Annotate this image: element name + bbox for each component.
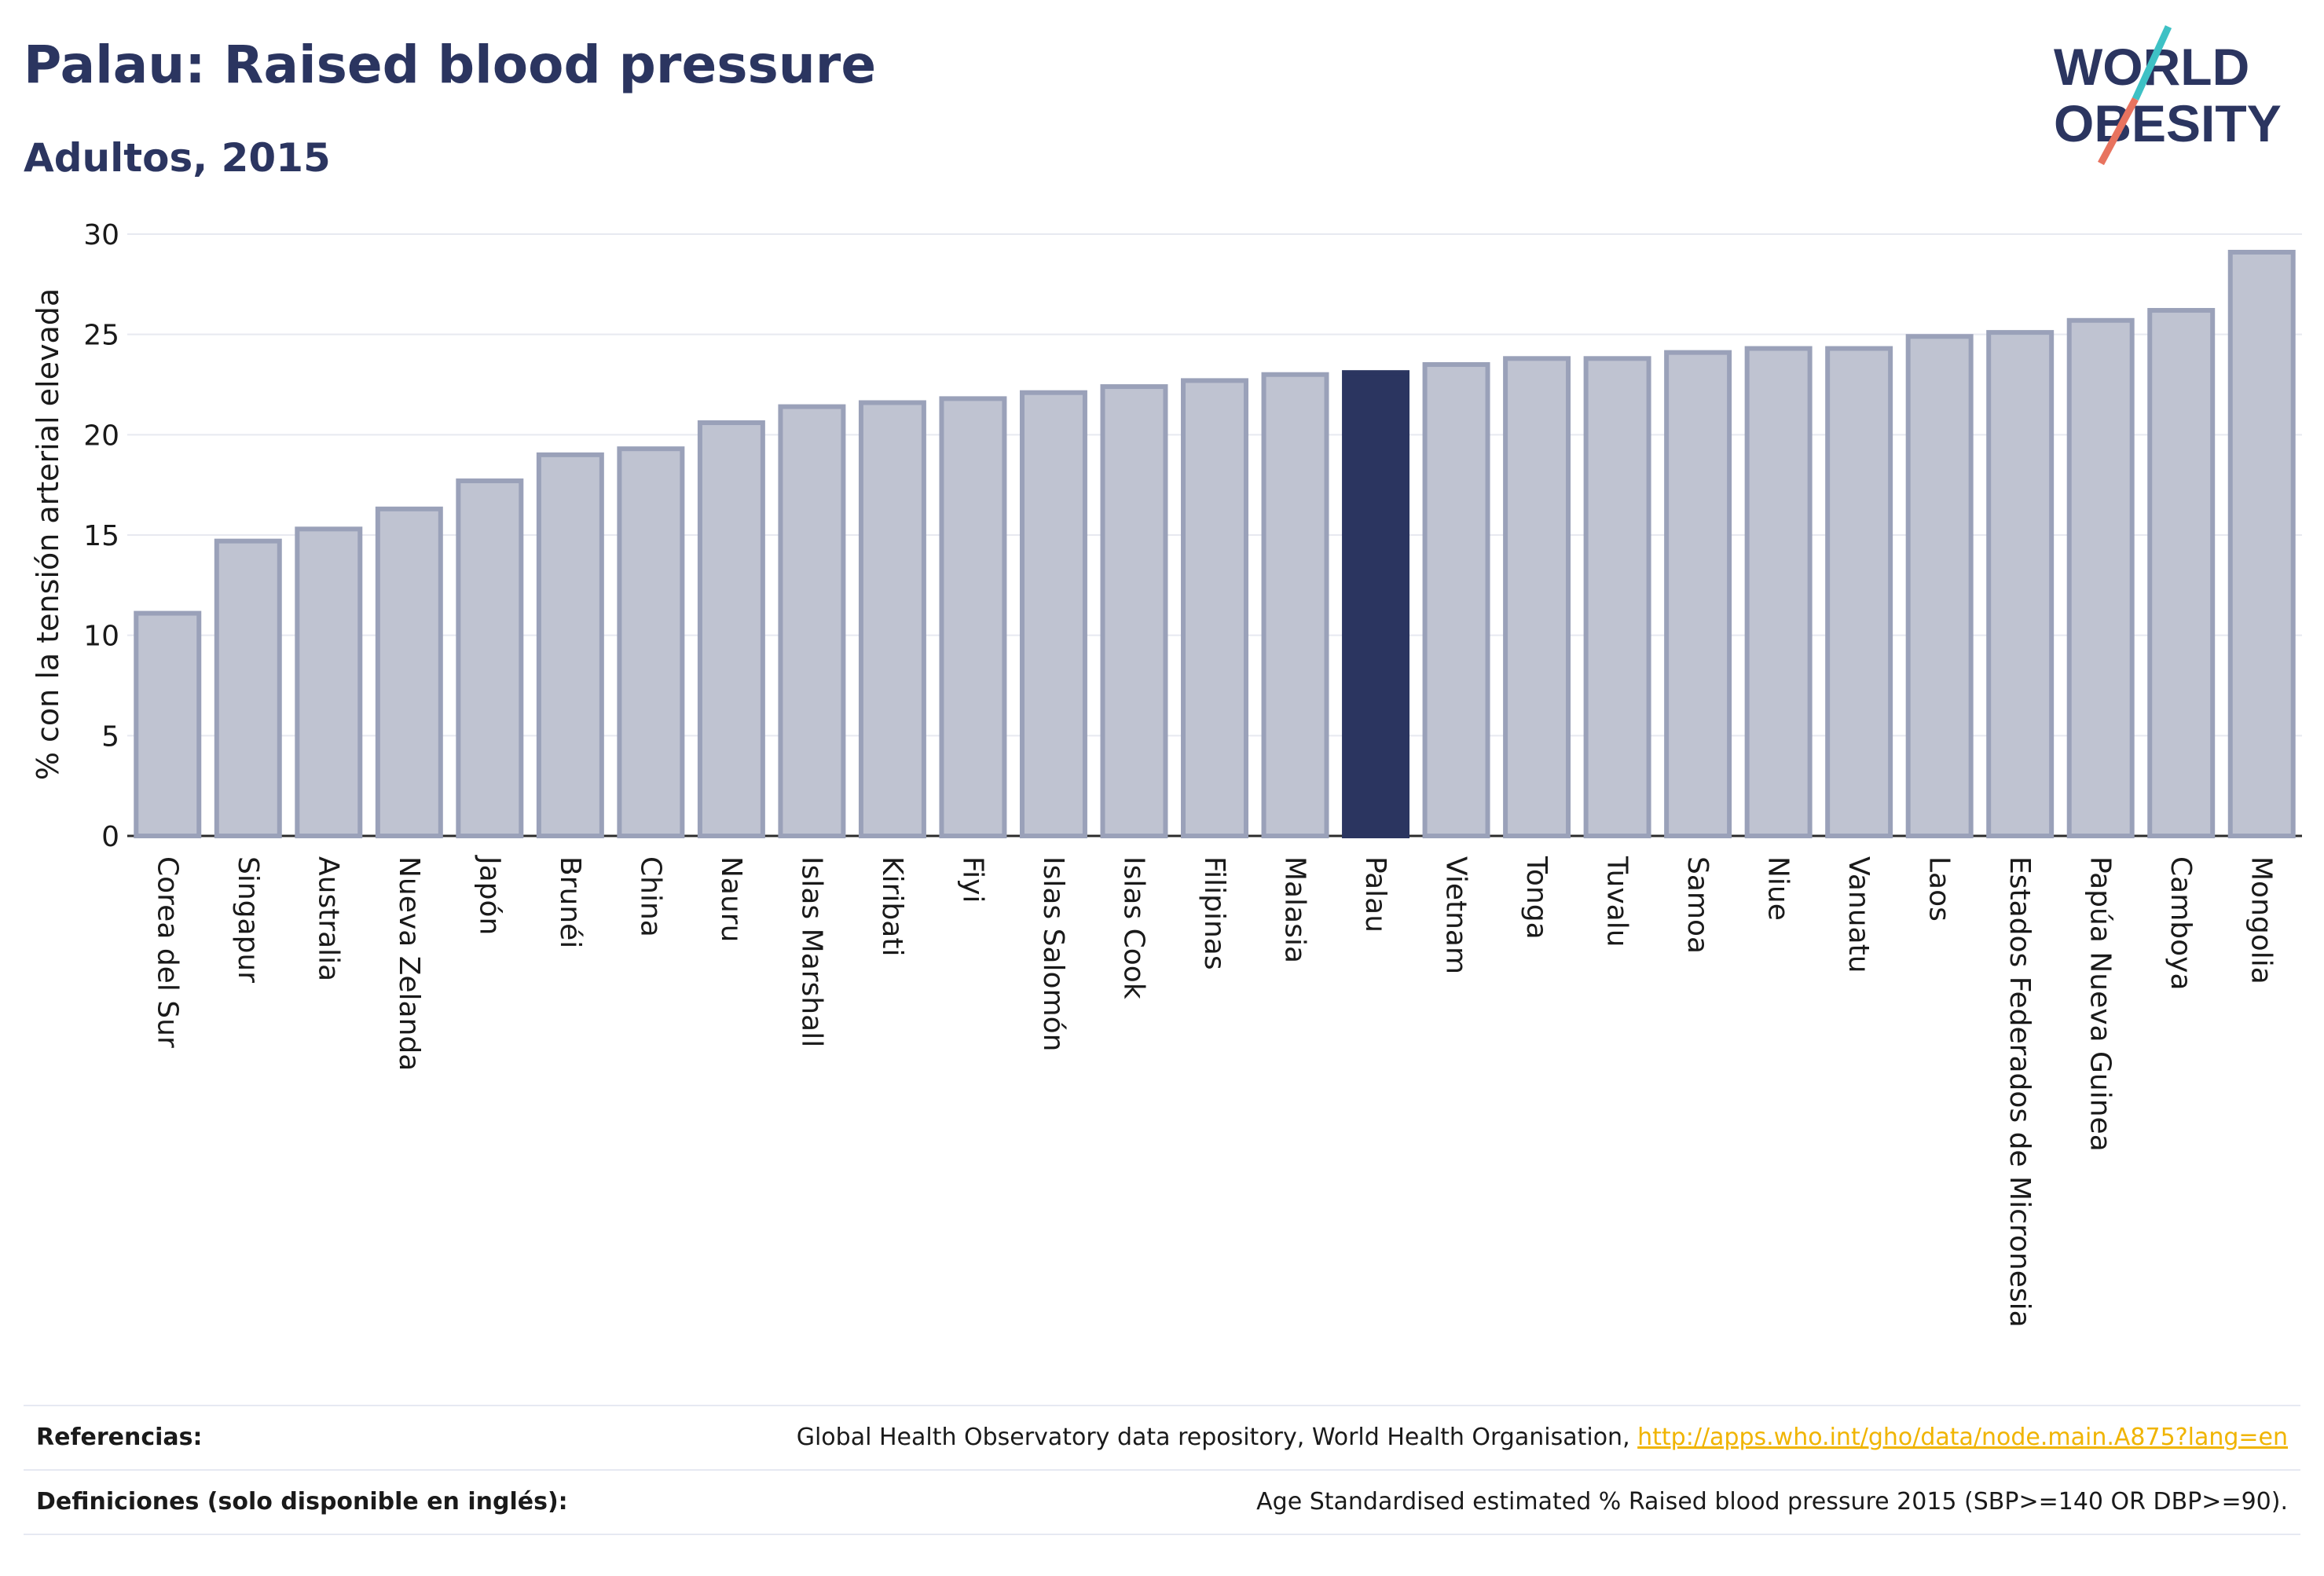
x-tick-label: Singapur	[232, 856, 264, 983]
bar-islas-marshall[interactable]	[778, 404, 846, 838]
bar-estados-federados-de-micronesia[interactable]	[1986, 330, 2055, 838]
x-axis-labels: Corea del Sur Singapur Australia Nueva Zela…	[151, 855, 2277, 1328]
bar-brunéi[interactable]	[536, 452, 604, 838]
y-tick-label: 30	[83, 219, 119, 251]
logo-line2: OBESITY	[2054, 94, 2282, 152]
y-tick-label: 20	[83, 420, 119, 452]
y-axis-label: % con la tensión arterial elevada	[31, 288, 65, 780]
page-subtitle: Adultos, 2015	[24, 135, 331, 181]
page-title: Palau: Raised blood pressure	[24, 35, 877, 95]
y-tick-label: 5	[101, 720, 119, 753]
x-tick-label: Palau	[1359, 856, 1391, 933]
x-tick-label: Islas Cook	[1117, 856, 1149, 999]
x-tick-label: Malasia	[1279, 856, 1311, 963]
references-label: Referencias:	[36, 1424, 203, 1451]
y-tick-label: 25	[83, 320, 119, 352]
world-obesity-logo: WORLD OBESITY	[2054, 25, 2282, 166]
bar-papúa-nueva-guinea[interactable]	[2066, 317, 2135, 838]
x-tick-label: Filipinas	[1198, 856, 1230, 970]
bar-chart: 0 5 10 15 20 25 30 Corea del Sur Singapur Austra…	[31, 219, 2302, 1328]
x-tick-label: Fiyi	[956, 856, 988, 903]
x-tick-label: Samoa	[1681, 856, 1714, 954]
x-tick-label: Tonga	[1520, 856, 1552, 940]
bar-japón[interactable]	[456, 478, 524, 838]
bar-samoa[interactable]	[1664, 350, 1732, 838]
references-text: Global Health Observatory data repositor…	[796, 1424, 1638, 1451]
bar-fiyi[interactable]	[939, 396, 1007, 838]
x-tick-label: Kiribati	[876, 856, 908, 956]
logo-slash-bottom	[2098, 97, 2139, 166]
x-tick-label: Australia	[312, 856, 344, 981]
bar-tonga[interactable]	[1503, 356, 1571, 839]
references-row: Referencias: Global Health Observatory d…	[24, 1405, 2300, 1469]
bar-niue[interactable]	[1744, 346, 1813, 839]
bar-islas-cook[interactable]	[1100, 384, 1168, 838]
definitions-row: Definiciones (solo disponible en inglés)…	[24, 1469, 2300, 1535]
bar-camboya[interactable]	[2147, 308, 2216, 838]
bar-nueva-zelanda[interactable]	[375, 506, 443, 838]
y-tick-label: 10	[83, 621, 119, 653]
bar-palau[interactable]	[1342, 370, 1410, 838]
logo-slash-top	[2132, 25, 2172, 101]
y-axis-ticks: 0 5 10 15 20 25 30	[83, 219, 119, 853]
x-tick-label: Islas Salomón	[1037, 856, 1069, 1051]
x-tick-label: Vietnam	[1440, 856, 1472, 974]
definitions-value: Age Standardised estimated % Raised bloo…	[1256, 1488, 2288, 1516]
references-link[interactable]: http://apps.who.int/gho/data/node.main.A…	[1637, 1424, 2288, 1451]
bar-corea-del-sur[interactable]	[134, 610, 202, 839]
x-tick-label: Islas Marshall	[795, 856, 827, 1047]
x-tick-label: Laos	[1923, 856, 1956, 922]
x-tick-label: Mongolia	[2245, 856, 2278, 984]
x-tick-label: Nueva Zelanda	[393, 856, 425, 1071]
bar-australia[interactable]	[295, 526, 363, 839]
x-tick-label: China	[634, 856, 666, 937]
y-tick-label: 0	[101, 821, 119, 853]
bar-filipinas[interactable]	[1181, 378, 1248, 839]
x-tick-label: Estados Federados de Micronesia	[2003, 856, 2036, 1328]
x-tick-label: Camboya	[2165, 856, 2197, 991]
x-tick-label: Vanuatu	[1842, 856, 1875, 973]
bar-nauru[interactable]	[697, 420, 765, 838]
bar-singapur[interactable]	[214, 538, 282, 838]
bar-malasia[interactable]	[1261, 372, 1329, 838]
references-value: Global Health Observatory data repositor…	[797, 1424, 2288, 1451]
bars	[134, 249, 2296, 839]
x-tick-label: Japón	[473, 855, 505, 935]
bar-tuvalu[interactable]	[1583, 356, 1651, 839]
bar-laos[interactable]	[1905, 334, 1974, 839]
bar-mongolia[interactable]	[2227, 249, 2296, 839]
bar-islas-salomón[interactable]	[1019, 390, 1087, 839]
bar-kiribati[interactable]	[858, 400, 926, 838]
x-tick-label: Nauru	[715, 856, 747, 942]
bar-china[interactable]	[617, 446, 685, 838]
bar-vanuatu[interactable]	[1825, 346, 1893, 839]
x-tick-label: Brunéi	[554, 856, 586, 948]
x-tick-label: Niue	[1762, 856, 1794, 921]
y-tick-label: 15	[83, 520, 119, 552]
x-tick-label: Corea del Sur	[151, 856, 183, 1048]
definitions-label: Definiciones (solo disponible en inglés)…	[36, 1488, 568, 1516]
x-tick-label: Papúa Nueva Guinea	[2084, 856, 2117, 1152]
bar-vietnam[interactable]	[1422, 361, 1490, 838]
x-tick-label: Tuvalu	[1601, 856, 1633, 947]
